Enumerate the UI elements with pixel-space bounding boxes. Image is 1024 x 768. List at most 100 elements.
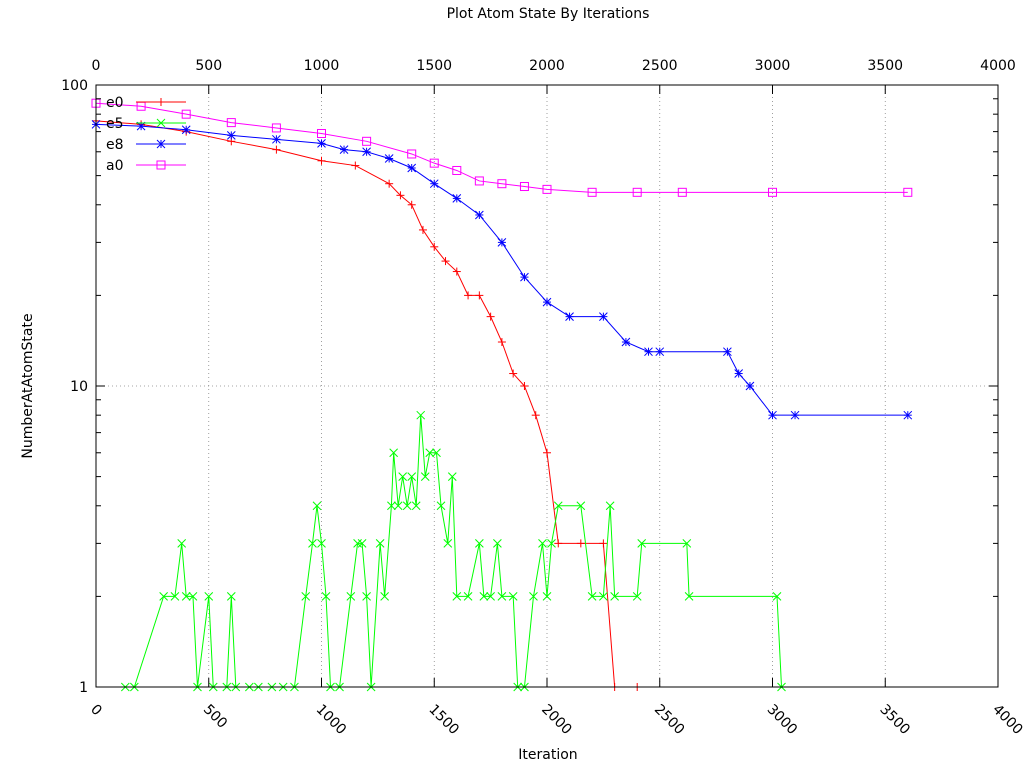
data-point: [226, 592, 236, 601]
legend-label: a0: [106, 158, 124, 174]
data-point: [159, 592, 169, 601]
legend-label: e0: [106, 95, 124, 111]
x-axis-title: Iteration: [518, 747, 577, 763]
data-point: [772, 592, 782, 601]
data-point: [416, 410, 426, 420]
x-tick-label-top: 3500: [867, 58, 903, 74]
data-point: [538, 539, 547, 548]
data-point: [475, 291, 484, 300]
x-tick-label-top: 3000: [755, 58, 791, 74]
data-point: [464, 291, 473, 300]
data-point: [411, 501, 421, 511]
series-line: [125, 415, 783, 688]
data-point: [903, 187, 913, 197]
data-point: [452, 267, 461, 276]
data-point: [486, 592, 495, 601]
data-point: [519, 182, 529, 192]
data-point: [317, 129, 326, 139]
data-point: [321, 592, 331, 601]
y-axis-title: NumberAtAtomState: [20, 313, 36, 458]
data-point: [723, 347, 732, 357]
data-point: [308, 539, 317, 548]
x-tick-label-top: 500: [195, 58, 222, 74]
legend-label: e5: [106, 116, 124, 132]
data-point: [474, 176, 484, 186]
data-point: [181, 592, 191, 601]
data-point: [170, 592, 180, 601]
data-point: [677, 187, 687, 197]
data-point: [474, 210, 484, 220]
legend: e0 e5 e8 a0: [106, 95, 186, 174]
data-point: [587, 187, 597, 197]
data-point: [226, 118, 236, 128]
data-point: [520, 272, 529, 282]
data-point: [362, 147, 371, 157]
data-point: [605, 501, 615, 511]
data-point: [497, 238, 507, 247]
data-point: [655, 347, 665, 357]
data-point: [452, 165, 462, 175]
data-point: [632, 187, 642, 197]
x-tick-label-top: 1000: [304, 58, 340, 74]
legend-marker: [156, 118, 166, 128]
data-point: [790, 410, 800, 420]
data-point: [380, 592, 389, 601]
data-point: [497, 592, 507, 601]
data-point: [497, 179, 507, 189]
data-point: [441, 257, 450, 266]
data-point: [493, 539, 502, 548]
data-point: [745, 381, 755, 391]
data-point: [362, 136, 372, 146]
data-point: [508, 592, 518, 601]
data-point: [375, 539, 385, 548]
data-point: [768, 187, 777, 197]
data-point: [452, 592, 462, 601]
data-point: [599, 312, 608, 321]
tick-marks: [95, 84, 999, 688]
data-point: [684, 592, 694, 601]
data-point: [599, 592, 608, 601]
data-point: [418, 225, 427, 234]
data-point: [385, 179, 394, 188]
legend-label: e8: [106, 137, 124, 153]
x-tick-label-top: 2500: [642, 58, 678, 74]
data-point: [425, 448, 435, 458]
data-point: [317, 138, 326, 148]
x-tick-label-top: 1500: [416, 58, 452, 74]
data-point: [542, 592, 552, 601]
data-point: [407, 149, 417, 159]
data-point: [432, 448, 441, 458]
data-point: [357, 539, 367, 548]
data-point: [547, 539, 556, 548]
data-point: [312, 501, 322, 511]
data-point: [576, 539, 585, 548]
data-point: [644, 347, 653, 357]
data-point: [301, 592, 311, 601]
data-point: [447, 472, 457, 481]
data-point: [407, 163, 417, 173]
data-point: [339, 145, 349, 154]
data-point: [353, 539, 362, 548]
series-layer: [91, 98, 913, 692]
data-point: [529, 592, 538, 601]
data-point: [531, 411, 540, 420]
x-tick-label-top: 0: [92, 58, 101, 74]
data-point: [543, 448, 551, 457]
data-point: [420, 472, 430, 481]
data-point: [317, 156, 326, 165]
data-point: [407, 200, 416, 209]
data-point: [204, 592, 214, 601]
data-point: [362, 592, 371, 601]
y-tick-label: 1: [79, 680, 88, 696]
data-point: [542, 297, 552, 307]
data-point: [272, 145, 281, 154]
data-point: [443, 539, 453, 548]
series-a0: [91, 98, 913, 197]
data-point: [463, 592, 473, 601]
data-point: [407, 472, 417, 481]
data-point: [610, 592, 620, 601]
data-point: [429, 158, 439, 168]
legend-marker: [156, 139, 166, 149]
